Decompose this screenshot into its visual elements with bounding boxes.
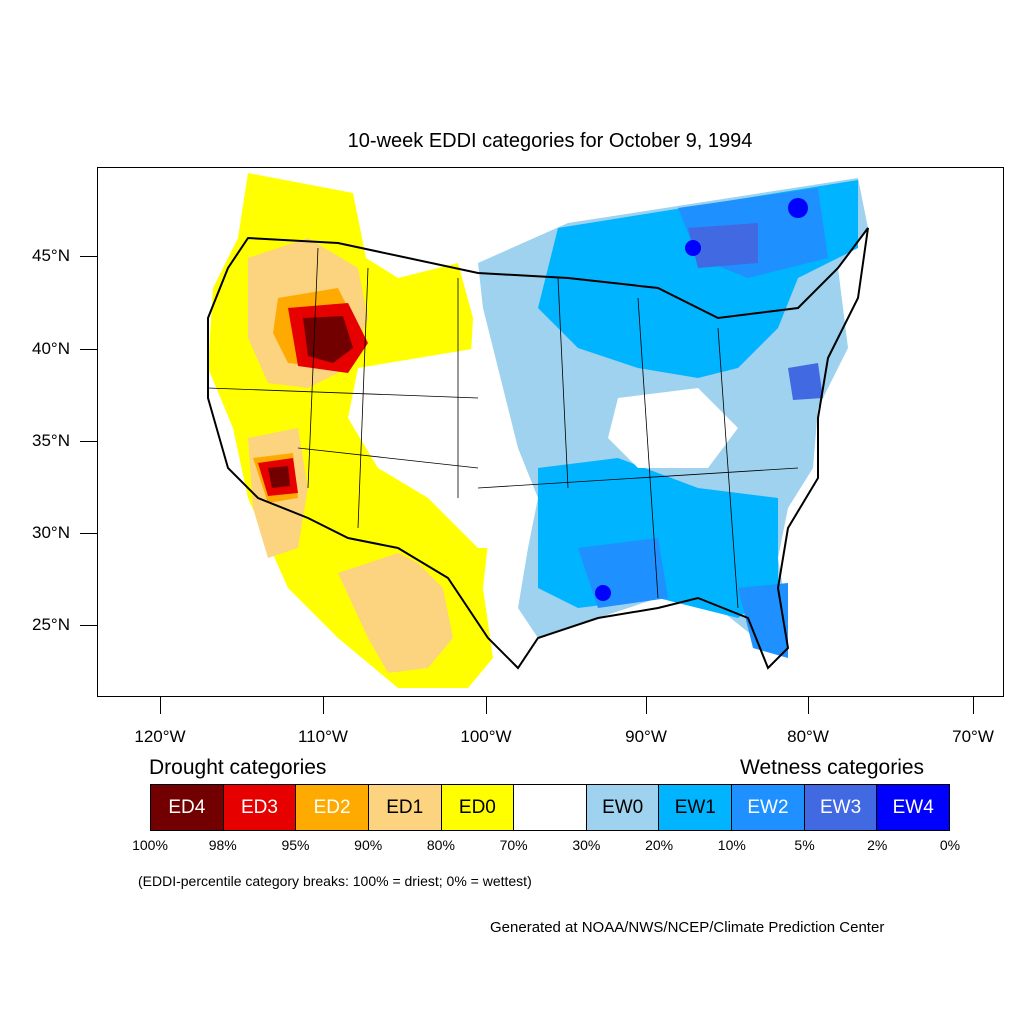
region-ed4-b xyxy=(268,466,290,488)
lon-label-80: 80°W xyxy=(787,727,829,746)
lon-tick xyxy=(646,697,647,714)
lon-label-120: 120°W xyxy=(134,727,186,746)
legend-break-label: 30% xyxy=(572,837,601,853)
state-borders xyxy=(207,247,799,609)
legend-box-ed3: ED3 xyxy=(223,785,297,830)
region-ew4-c xyxy=(595,585,611,601)
lat-tick xyxy=(80,625,97,626)
legend-break-label: 95% xyxy=(281,837,310,853)
lat-label-30: 30°N xyxy=(32,523,70,542)
legend-break-label: 20% xyxy=(645,837,674,853)
lat-tick xyxy=(80,533,97,534)
legend-box-ed0: ED0 xyxy=(441,785,515,830)
lon-label-90: 90°W xyxy=(625,727,667,746)
lat-tick xyxy=(80,349,97,350)
lat-label-45: 45°N xyxy=(32,246,70,265)
region-ew2-c xyxy=(738,583,788,658)
region-ew3-a xyxy=(688,223,758,268)
lat-label-35: 35°N xyxy=(32,431,70,450)
legend-break-label: 90% xyxy=(354,837,383,853)
legend-break-label: 2% xyxy=(867,837,888,853)
legend-box-neutral xyxy=(514,785,587,830)
legend-break-label: 100% xyxy=(132,837,168,853)
legend-box-ew1: EW1 xyxy=(659,785,733,830)
legend-break-label: 10% xyxy=(717,837,746,853)
category-note: (EDDI-percentile category breaks: 100% =… xyxy=(138,873,532,889)
legend-box-ew3: EW3 xyxy=(804,785,878,830)
region-neutral-central xyxy=(608,388,738,468)
us-outline xyxy=(207,227,869,670)
lon-tick xyxy=(973,697,974,714)
lon-tick xyxy=(486,697,487,714)
region-ed4-a xyxy=(303,316,353,363)
legend-box-ed4: ED4 xyxy=(151,785,224,830)
lon-label-100: 100°W xyxy=(460,727,512,746)
legend-break-label: 70% xyxy=(499,837,528,853)
legend-box-ew0: EW0 xyxy=(586,785,660,830)
lat-label-25: 25°N xyxy=(32,615,70,634)
legend-box-ew4: EW4 xyxy=(877,785,950,830)
legend-break-label: 80% xyxy=(426,837,455,853)
legend-break-label: 98% xyxy=(208,837,237,853)
region-ed1-sw xyxy=(338,553,453,673)
lon-tick xyxy=(808,697,809,714)
legend-break-label: 0% xyxy=(939,837,961,853)
lon-tick xyxy=(160,697,161,714)
lon-label-110: 110°W xyxy=(298,727,348,746)
legend-box-ew2: EW2 xyxy=(732,785,805,830)
credit-line: Generated at NOAA/NWS/NCEP/Climate Predi… xyxy=(490,919,885,936)
region-ew3-b xyxy=(788,363,823,400)
lon-tick xyxy=(323,697,324,714)
region-ew4-a xyxy=(788,198,808,218)
eddi-map xyxy=(207,173,869,688)
drought-categories-title: Drought categories xyxy=(149,756,327,779)
wetness-categories-title: Wetness categories xyxy=(740,756,925,779)
category-legend: ED4 ED3 ED2 ED1 ED0 EW0 EW1 EW2 EW3 EW4 xyxy=(150,784,950,831)
legend-box-ed1: ED1 xyxy=(368,785,442,830)
map-title: 10-week EDDI categories for October 9, 1… xyxy=(347,130,753,152)
legend-break-label: 5% xyxy=(794,837,815,853)
lon-label-70: 70°W xyxy=(952,727,994,746)
legend-box-ed2: ED2 xyxy=(296,785,369,830)
region-ew4-b xyxy=(685,240,701,256)
lat-label-40: 40°N xyxy=(32,339,70,358)
map-panel xyxy=(97,167,1004,697)
lat-tick xyxy=(80,441,97,442)
lat-tick xyxy=(80,256,97,257)
